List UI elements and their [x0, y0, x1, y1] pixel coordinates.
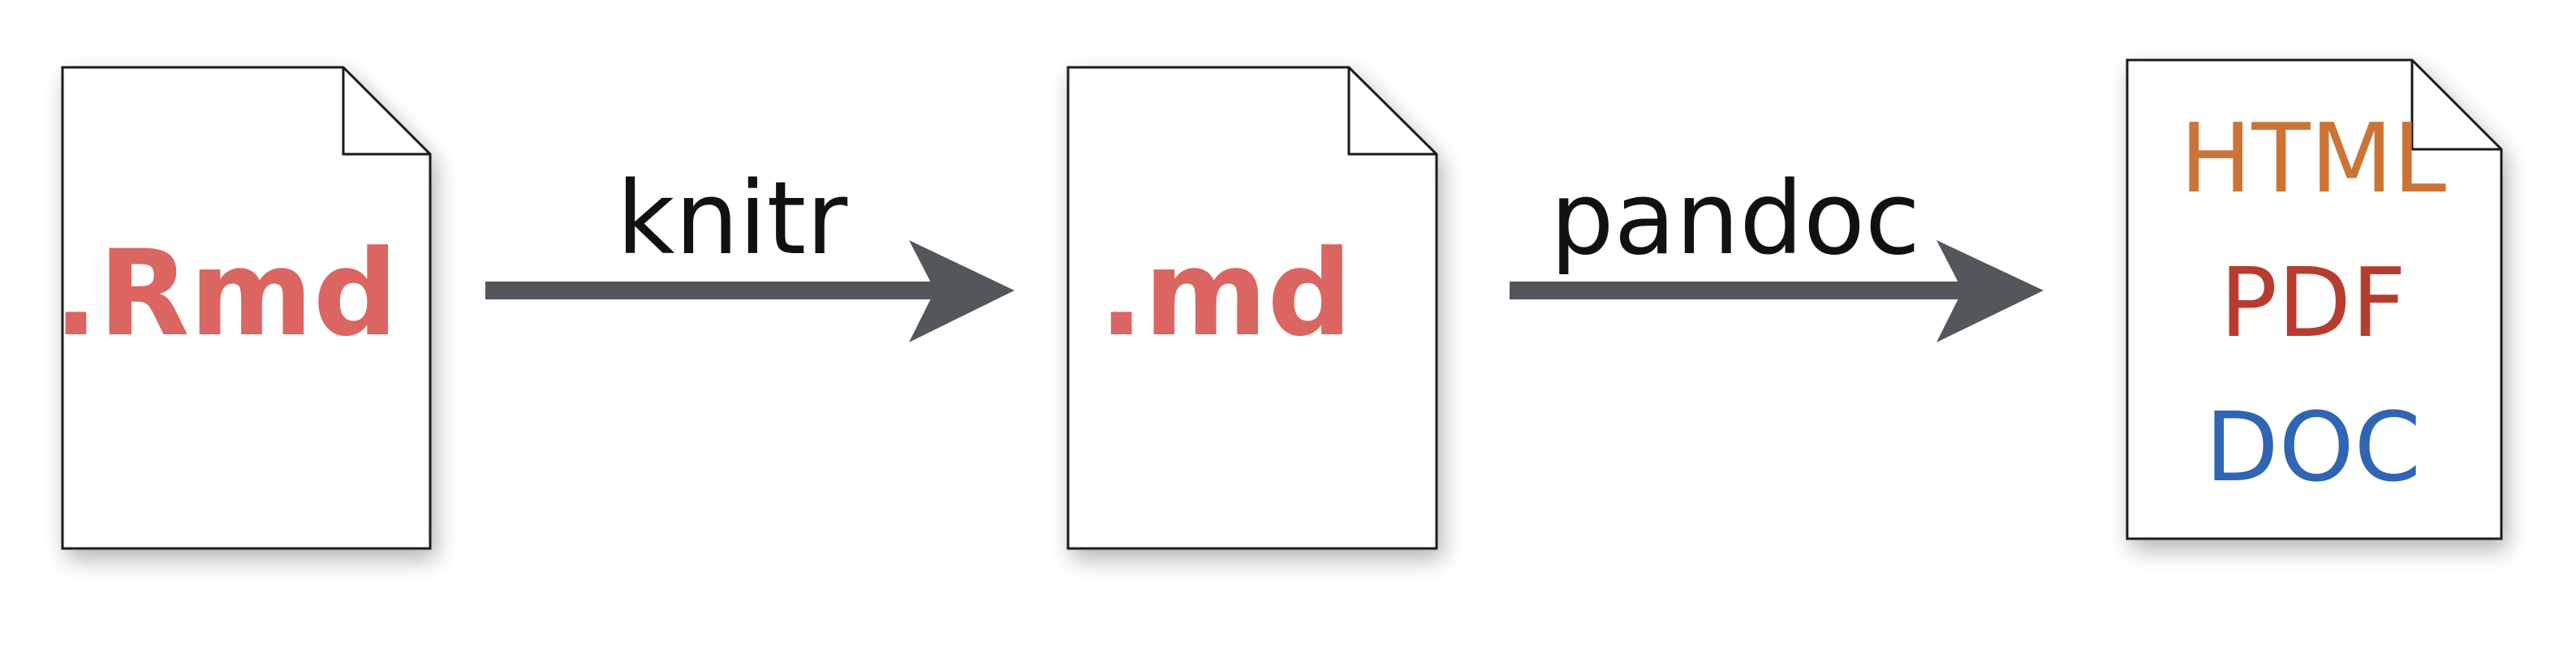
folded-corner [342, 67, 430, 156]
rmd-label: .Rmd [54, 225, 398, 363]
page-shape [2126, 58, 2503, 540]
pandoc-label: pandoc [1550, 161, 1920, 277]
pandoc-arrow-shaft [1510, 282, 1964, 299]
folded-corner [1347, 67, 1437, 156]
output-format-html: HTML [2180, 102, 2447, 214]
output-format-doc: DOC [2205, 391, 2421, 503]
knitr-label: knitr [617, 161, 847, 277]
knitr-arrow-head [909, 240, 1014, 342]
folded-corner [2410, 60, 2501, 151]
output-format-pdf: PDF [2220, 247, 2406, 359]
pandoc-arrow-head [1936, 240, 2044, 342]
knitr-arrow-shaft [485, 282, 940, 299]
md-label: .md [1099, 225, 1352, 363]
output-document: HTML PDF DOC [2126, 58, 2503, 540]
knitr-step: knitr [485, 161, 1014, 342]
page-shape [1066, 66, 1438, 550]
intermediate-document: .md [1066, 66, 1438, 550]
output-format-list: HTML PDF DOC [2180, 102, 2447, 503]
pandoc-step: pandoc [1510, 161, 2044, 342]
source-document: .Rmd [54, 66, 432, 550]
page-shape [61, 66, 432, 550]
